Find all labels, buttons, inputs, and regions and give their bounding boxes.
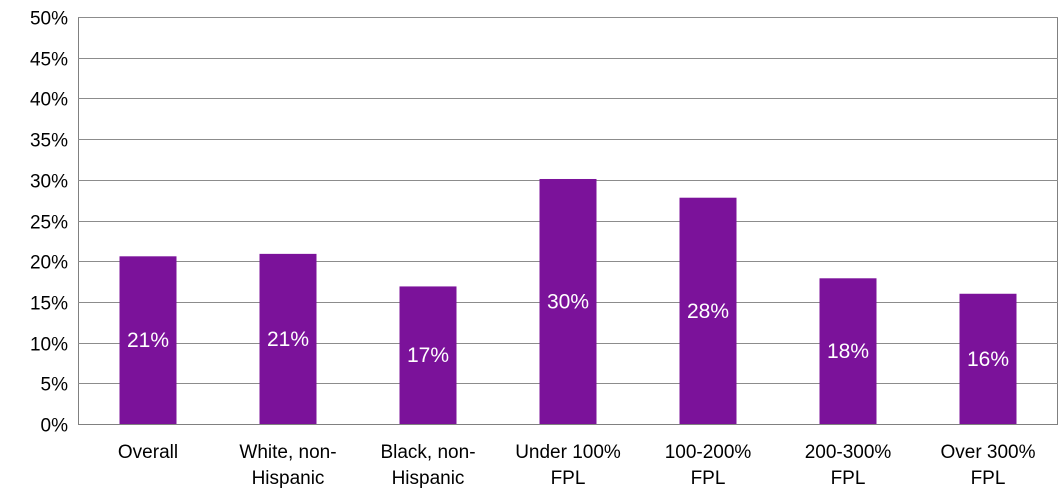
x-tick-label: Under 100% FPL [515, 442, 621, 489]
y-tick-label: 5% [41, 375, 69, 396]
y-tick-label: 25% [30, 213, 68, 234]
y-tick-label: 50% [30, 9, 68, 30]
bar-data-label: 28% [687, 300, 729, 323]
y-tick-label: 35% [30, 131, 68, 152]
y-tick-label: 45% [30, 50, 68, 71]
y-axis-ticks: 0% 5% 10% 15% 20% 25% 30% 35% 40% 45% 50% [30, 9, 68, 437]
y-tick-label: 0% [41, 416, 69, 437]
bar-data-label: 17% [407, 344, 449, 367]
bar-data-label: 21% [267, 328, 309, 351]
x-tick-label: 200-300% FPL [805, 442, 892, 489]
x-tick-label: Overall [118, 442, 178, 463]
bar [259, 253, 317, 424]
x-axis-ticks: Overall White, non-Hispanic Black, non-His… [118, 442, 1036, 489]
x-tick-label: 100-200% FPL [665, 442, 752, 489]
data-labels: 21% 21% 17% 30% 28% 18% 16% [127, 290, 1009, 370]
y-tick-label: 10% [30, 335, 68, 356]
bar [119, 256, 177, 424]
y-tick-label: 15% [30, 294, 68, 315]
bar-data-label: 30% [547, 290, 589, 313]
x-tick-label: White, non-Hispanic [239, 442, 336, 489]
x-tick-label: Over 300% FPL [940, 442, 1035, 489]
bar-data-label: 16% [967, 348, 1009, 371]
bar [679, 197, 737, 424]
bar-data-label: 18% [827, 340, 869, 363]
bars [119, 178, 1017, 424]
y-tick-label: 40% [30, 90, 68, 111]
bar [819, 278, 877, 424]
y-tick-label: 20% [30, 253, 68, 274]
bar-data-label: 21% [127, 329, 169, 352]
x-tick-label: Black, non-Hispanic [380, 442, 475, 489]
y-tick-label: 30% [30, 172, 68, 193]
bar [399, 286, 457, 424]
bar [959, 293, 1017, 424]
bar [539, 178, 597, 424]
